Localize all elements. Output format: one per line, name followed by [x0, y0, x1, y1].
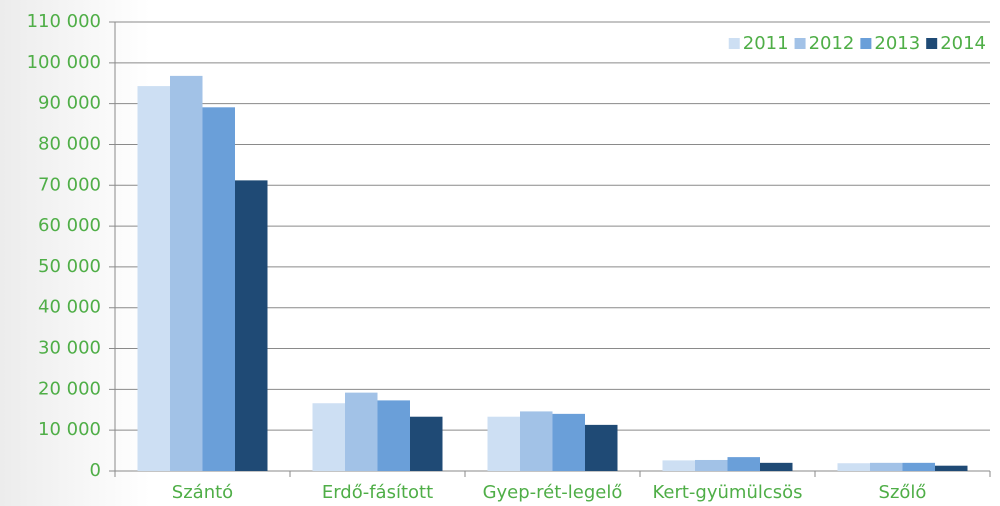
x-tick-label: Szántó: [172, 482, 233, 503]
y-tick-label: 20 000: [38, 378, 101, 399]
x-tick-label: Kert-gyümülcsös: [652, 482, 802, 503]
legend-label: 2011: [743, 33, 789, 54]
x-tick-label: Gyep-rét-legelő: [483, 482, 623, 503]
y-tick-label: 80 000: [38, 133, 101, 154]
bar: [552, 413, 585, 471]
bar: [137, 86, 170, 472]
y-tick-label: 50 000: [38, 256, 101, 277]
legend-label: 2013: [874, 33, 920, 54]
legend-swatch: [860, 38, 872, 49]
bar: [312, 403, 345, 471]
legend-label: 2012: [809, 33, 855, 54]
bar: [170, 75, 203, 471]
y-tick-label: 70 000: [38, 174, 101, 195]
bar: [487, 416, 520, 471]
bar: [235, 180, 268, 471]
bar: [377, 400, 410, 471]
y-tick-label: 40 000: [38, 297, 101, 318]
bar: [837, 463, 870, 471]
y-tick-label: 110 000: [27, 11, 101, 32]
legend-swatch: [926, 38, 938, 49]
y-tick-label: 100 000: [27, 52, 101, 73]
y-tick-label: 0: [90, 460, 101, 481]
legend-swatch: [728, 38, 740, 49]
bar: [520, 411, 553, 471]
bar: [870, 462, 903, 471]
y-tick-label: 30 000: [38, 338, 101, 359]
legend-swatch: [794, 38, 806, 49]
y-tick-label: 90 000: [38, 93, 101, 114]
x-tick-label: Szőlő: [879, 482, 927, 503]
bar: [410, 416, 443, 471]
bar: [760, 462, 793, 471]
y-tick-label: 10 000: [38, 419, 101, 440]
y-tick-label: 60 000: [38, 215, 101, 236]
bar: [727, 457, 760, 471]
bar: [902, 462, 935, 471]
bar: [202, 107, 235, 471]
bar: [585, 424, 618, 471]
x-tick-label: Erdő-fásított: [322, 482, 433, 503]
bar: [695, 459, 728, 471]
bar: [935, 465, 968, 471]
legend-label: 2014: [940, 33, 986, 54]
bar: [345, 392, 378, 471]
bar: [662, 460, 695, 471]
